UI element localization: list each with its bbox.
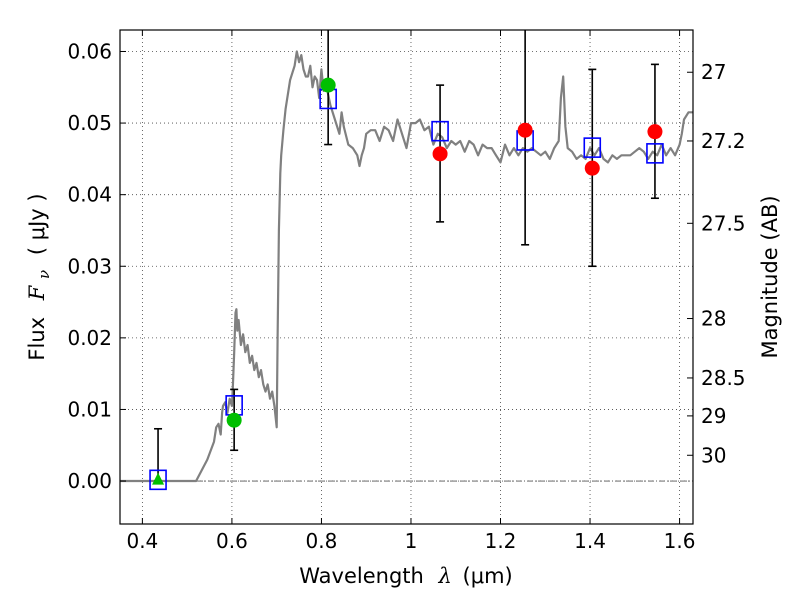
y-tick-label: 0.02 bbox=[67, 326, 112, 350]
mag-tick-label: 27.5 bbox=[701, 211, 746, 235]
mag-tick-label: 28 bbox=[701, 307, 726, 331]
mag-tick-label: 27 bbox=[701, 60, 726, 84]
x-tick-label: 0.8 bbox=[306, 529, 338, 553]
x-tick-label: 1.4 bbox=[574, 529, 606, 553]
model-photometry-square bbox=[646, 143, 664, 164]
plot-frame bbox=[119, 29, 694, 525]
x-tick-label: 1.6 bbox=[664, 529, 696, 553]
x-tick-label: 0.6 bbox=[216, 529, 248, 553]
y-axis-title: Flux F ν ( μJy ) bbox=[25, 193, 54, 360]
x-tick-label: 0.4 bbox=[126, 529, 158, 553]
observed-point bbox=[320, 77, 336, 93]
upper-limit-triangle bbox=[152, 472, 165, 485]
plot-layer bbox=[120, 30, 693, 491]
mag-tick-label: 29 bbox=[701, 404, 726, 428]
x-tick-label: 1.2 bbox=[485, 529, 517, 553]
observed-point bbox=[647, 124, 663, 140]
y-tick-label: 0.00 bbox=[67, 469, 112, 493]
y-tick-label: 0.01 bbox=[67, 397, 112, 421]
x-tick-label: 1 bbox=[405, 529, 418, 553]
plot-area bbox=[120, 30, 693, 491]
mag-tick-label: 30 bbox=[701, 443, 726, 467]
y-tick-label: 0.05 bbox=[67, 111, 112, 135]
model-photometry-square bbox=[149, 469, 167, 491]
observed-point bbox=[432, 146, 448, 162]
model-photometry-square bbox=[583, 137, 602, 158]
y-tick-label: 0.04 bbox=[67, 183, 112, 207]
tick-layer: 0.4 0.6 0.8 1 1.2 1.4 1.6 0.00 0.01 0.02 0.03 0.04 0… bbox=[67, 30, 746, 553]
sed-model-line bbox=[120, 50, 693, 483]
observed-point bbox=[584, 160, 600, 176]
grid-layer bbox=[120, 30, 693, 524]
y2-axis-title: Magnitude (AB) bbox=[758, 195, 782, 358]
x-axis-title: Wavelength λ (μm) bbox=[299, 564, 512, 588]
mag-tick-label: 28.5 bbox=[701, 366, 746, 390]
model-photometry-square bbox=[431, 120, 449, 142]
observed-point bbox=[226, 412, 242, 428]
mag-tick-label: 27.2 bbox=[701, 129, 746, 153]
observed-point bbox=[517, 122, 533, 138]
y-tick-label: 0.03 bbox=[67, 254, 112, 278]
y-tick-label: 0.06 bbox=[67, 39, 112, 63]
